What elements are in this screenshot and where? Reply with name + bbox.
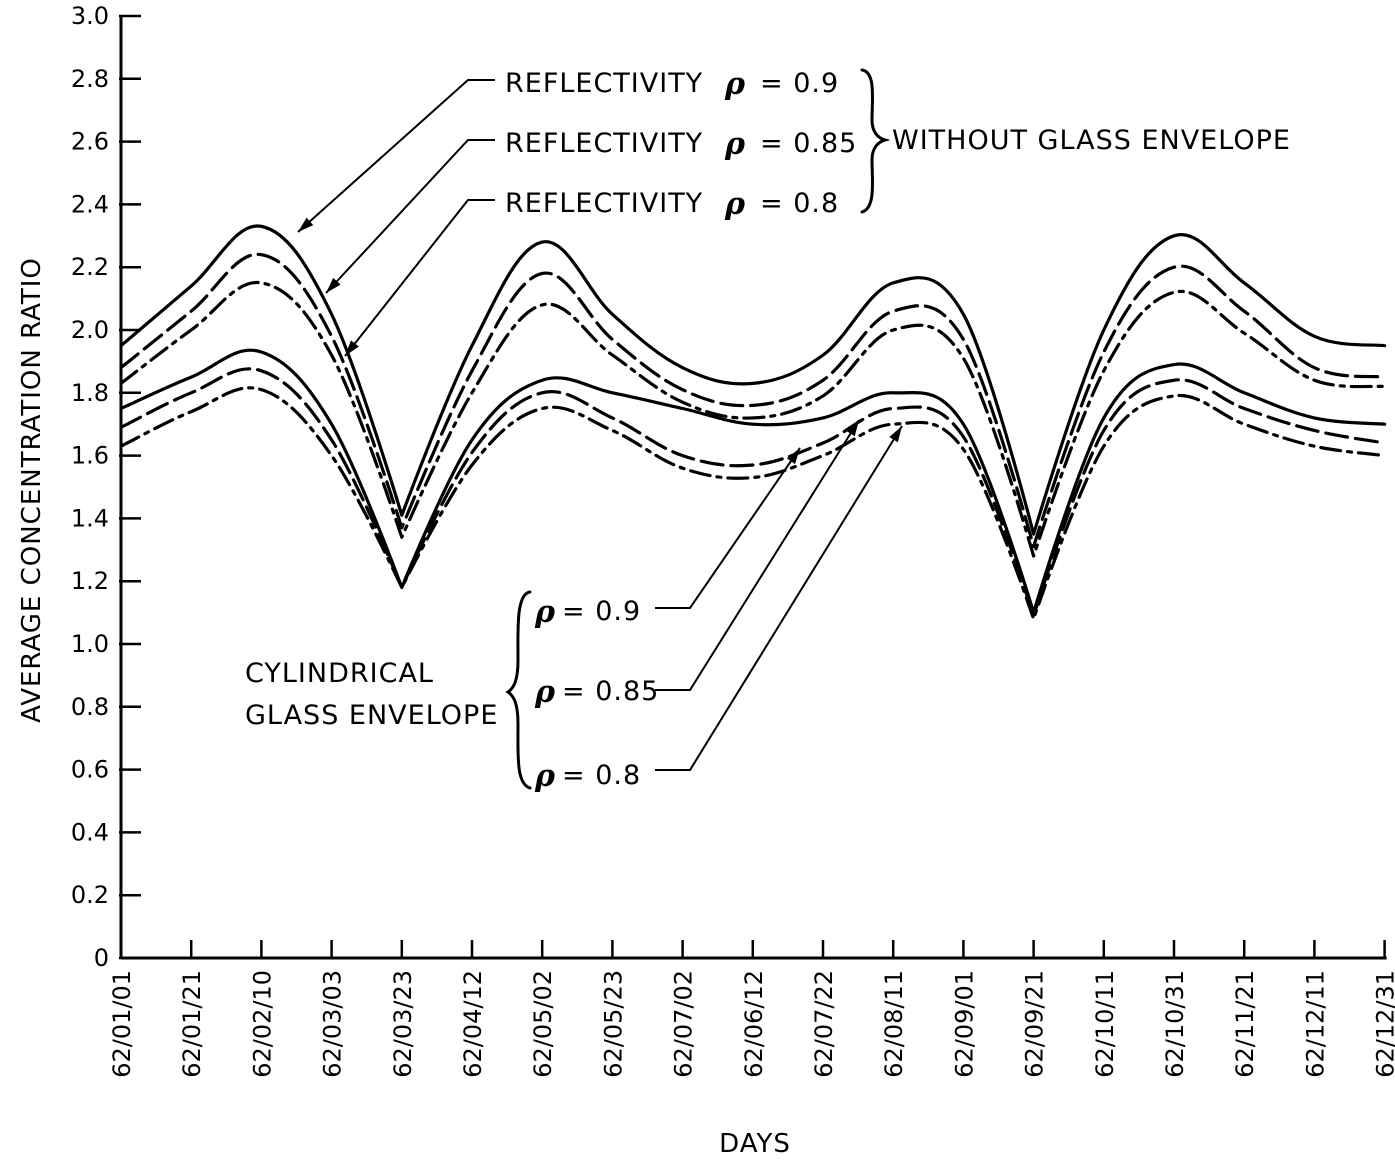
y-tick-label: 1.4	[71, 504, 109, 532]
bottom-label-1: ρ = 0.9	[534, 595, 641, 630]
top-label-1-rho: ρ	[724, 67, 746, 102]
top-label-2-rho: ρ	[724, 127, 746, 162]
top-label-2-value: = 0.85	[760, 128, 857, 159]
x-tick-label: 62/12/31	[1372, 970, 1395, 1078]
x-tick-label: 62/05/23	[599, 970, 627, 1078]
top-label-3-rho: ρ	[724, 187, 746, 222]
x-axis-title: DAYS	[719, 1129, 791, 1159]
x-tick-label: 62/04/12	[459, 970, 487, 1078]
bottom-label-2-rho: ρ	[534, 675, 556, 710]
x-tick-label: 62/10/11	[1091, 970, 1119, 1078]
bottom-label-2: ρ = 0.85	[534, 675, 659, 710]
leader-top-2	[325, 139, 495, 294]
x-tick-label: 62/02/10	[248, 970, 276, 1078]
y-tick-label: 1.6	[71, 442, 109, 470]
y-tick-label: 2.6	[71, 128, 109, 156]
y-tick-label: 0.4	[71, 818, 109, 846]
x-tick-label: 62/05/02	[529, 970, 557, 1078]
y-tick-label: 1.0	[71, 630, 109, 658]
group-top-label: WITHOUT GLASS ENVELOPE	[892, 125, 1291, 156]
top-label-1: REFLECTIVITY ρ = 0.9	[505, 67, 839, 102]
series-line-4	[119, 348, 1387, 615]
leader-bottom-1	[655, 447, 801, 609]
bottom-label-1-value: = 0.9	[562, 596, 641, 627]
x-tick-label: 62/03/23	[389, 970, 417, 1078]
x-tick-label: 62/12/11	[1301, 970, 1329, 1078]
top-label-2: REFLECTIVITY ρ = 0.85	[505, 127, 857, 162]
leader-bottom-2	[655, 419, 860, 691]
y-tick-label: 0	[94, 944, 109, 972]
y-tick-label: 2.4	[71, 190, 109, 218]
bottom-label-3-rho: ρ	[534, 759, 556, 794]
series-line-6	[119, 386, 1387, 621]
y-tick-label: 2.0	[71, 316, 109, 344]
top-label-2-prefix: REFLECTIVITY	[505, 128, 703, 159]
bottom-label-1-rho: ρ	[534, 595, 556, 630]
leader-lines	[297, 79, 903, 771]
y-axis-title: AVERAGE CONCENTRATION RATIO	[17, 257, 47, 723]
x-tick-label: 62/08/11	[880, 970, 908, 1078]
y-axis-ticks: 0 0.2 0.4 0.6 0.8 1.0 1.2 1.4 1.6 1.8 2.0 2.2 2.4 2.6…	[71, 2, 141, 972]
x-tick-label: 62/09/01	[950, 970, 978, 1078]
series-line-3	[119, 281, 1387, 558]
x-tick-label: 62/01/21	[178, 970, 206, 1078]
x-tick-label: 62/01/01	[108, 970, 136, 1078]
x-tick-label: 62/11/21	[1231, 970, 1259, 1078]
top-label-3-value: = 0.8	[760, 188, 839, 219]
x-tick-label: 62/03/03	[319, 970, 347, 1078]
top-brace	[860, 68, 891, 214]
y-tick-label: 3.0	[71, 2, 109, 30]
top-label-3-prefix: REFLECTIVITY	[505, 188, 703, 219]
y-tick-label: 1.2	[71, 567, 109, 595]
group-bottom-label-line1: CYLINDRICAL	[245, 658, 434, 689]
y-tick-label: 2.2	[71, 253, 109, 281]
leader-bottom-3	[655, 425, 903, 771]
bottom-label-3: ρ = 0.8	[534, 759, 641, 794]
axes	[119, 16, 1387, 960]
x-tick-label: 62/09/21	[1021, 970, 1049, 1078]
x-tick-label: 62/07/22	[810, 970, 838, 1078]
group-bottom-label-line2: GLASS ENVELOPE	[245, 700, 498, 731]
leader-top-3	[344, 199, 495, 357]
leader-top-1	[297, 79, 495, 233]
x-tick-label: 62/10/31	[1161, 970, 1189, 1078]
series-line-5	[119, 367, 1387, 618]
y-tick-label: 0.8	[71, 693, 109, 721]
y-tick-label: 0.6	[71, 756, 109, 784]
y-tick-label: 0.2	[71, 881, 109, 909]
top-label-3: REFLECTIVITY ρ = 0.8	[505, 187, 839, 222]
series-line-2	[119, 252, 1387, 549]
x-tick-label: 62/06/12	[740, 970, 768, 1078]
y-tick-label: 2.8	[71, 65, 109, 93]
y-tick-label: 1.8	[71, 379, 109, 407]
top-label-1-prefix: REFLECTIVITY	[505, 68, 703, 99]
bottom-label-2-value: = 0.85	[562, 676, 659, 707]
bottom-brace	[505, 590, 532, 790]
top-label-1-value: = 0.9	[760, 68, 839, 99]
x-tick-label: 62/07/02	[670, 970, 698, 1078]
series-line-1	[119, 224, 1387, 536]
series-layer	[119, 224, 1387, 621]
bottom-label-3-value: = 0.8	[562, 760, 641, 791]
x-axis-ticks: 62/01/01 62/01/21 62/02/10 62/03/03 62/03/23…	[108, 940, 1395, 1078]
